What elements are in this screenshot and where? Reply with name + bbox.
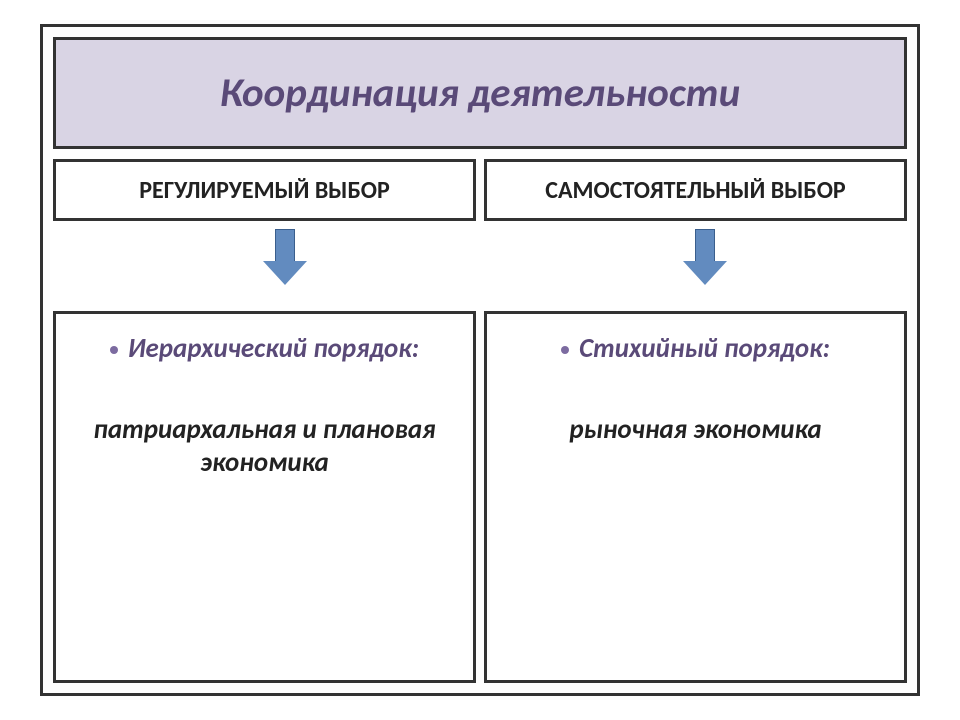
content-left-head: Иерархический порядок: [128,332,419,365]
bullet-row: Стихийный порядок: [507,332,884,365]
content-right-head: Стихийный порядок: [579,332,830,365]
title-box: Координация деятельности [53,37,907,149]
subheader-right-text: САМОСТОЯТЕЛЬНЫЙ ВЫБОР [545,176,845,205]
arrow-down-icon [263,229,307,287]
bullet-icon [110,346,118,354]
subheader-right-box: САМОСТОЯТЕЛЬНЫЙ ВЫБОР [484,159,907,221]
arrow-head [263,261,307,285]
content-right-box: Стихийный порядок: рыночная экономика [484,311,907,683]
arrow-stem [275,229,295,263]
content-left-box: Иерархический порядок: патриархальная и … [53,311,476,683]
content-left-body: патриархальная и плановая экономика [76,413,453,479]
subheader-left-text: РЕГУЛИРУЕМЫЙ ВЫБОР [139,176,390,205]
arrow-stem [695,229,715,263]
arrow-down-icon [683,229,727,287]
arrow-head [683,261,727,285]
bullet-row: Иерархический порядок: [76,332,453,365]
slide-title: Координация деятельности [220,68,741,118]
slide-frame: Координация деятельности РЕГУЛИРУЕМЫЙ ВЫ… [40,24,920,696]
bullet-icon [561,346,569,354]
content-right-body: рыночная экономика [507,413,884,446]
subheader-left-box: РЕГУЛИРУЕМЫЙ ВЫБОР [53,159,476,221]
